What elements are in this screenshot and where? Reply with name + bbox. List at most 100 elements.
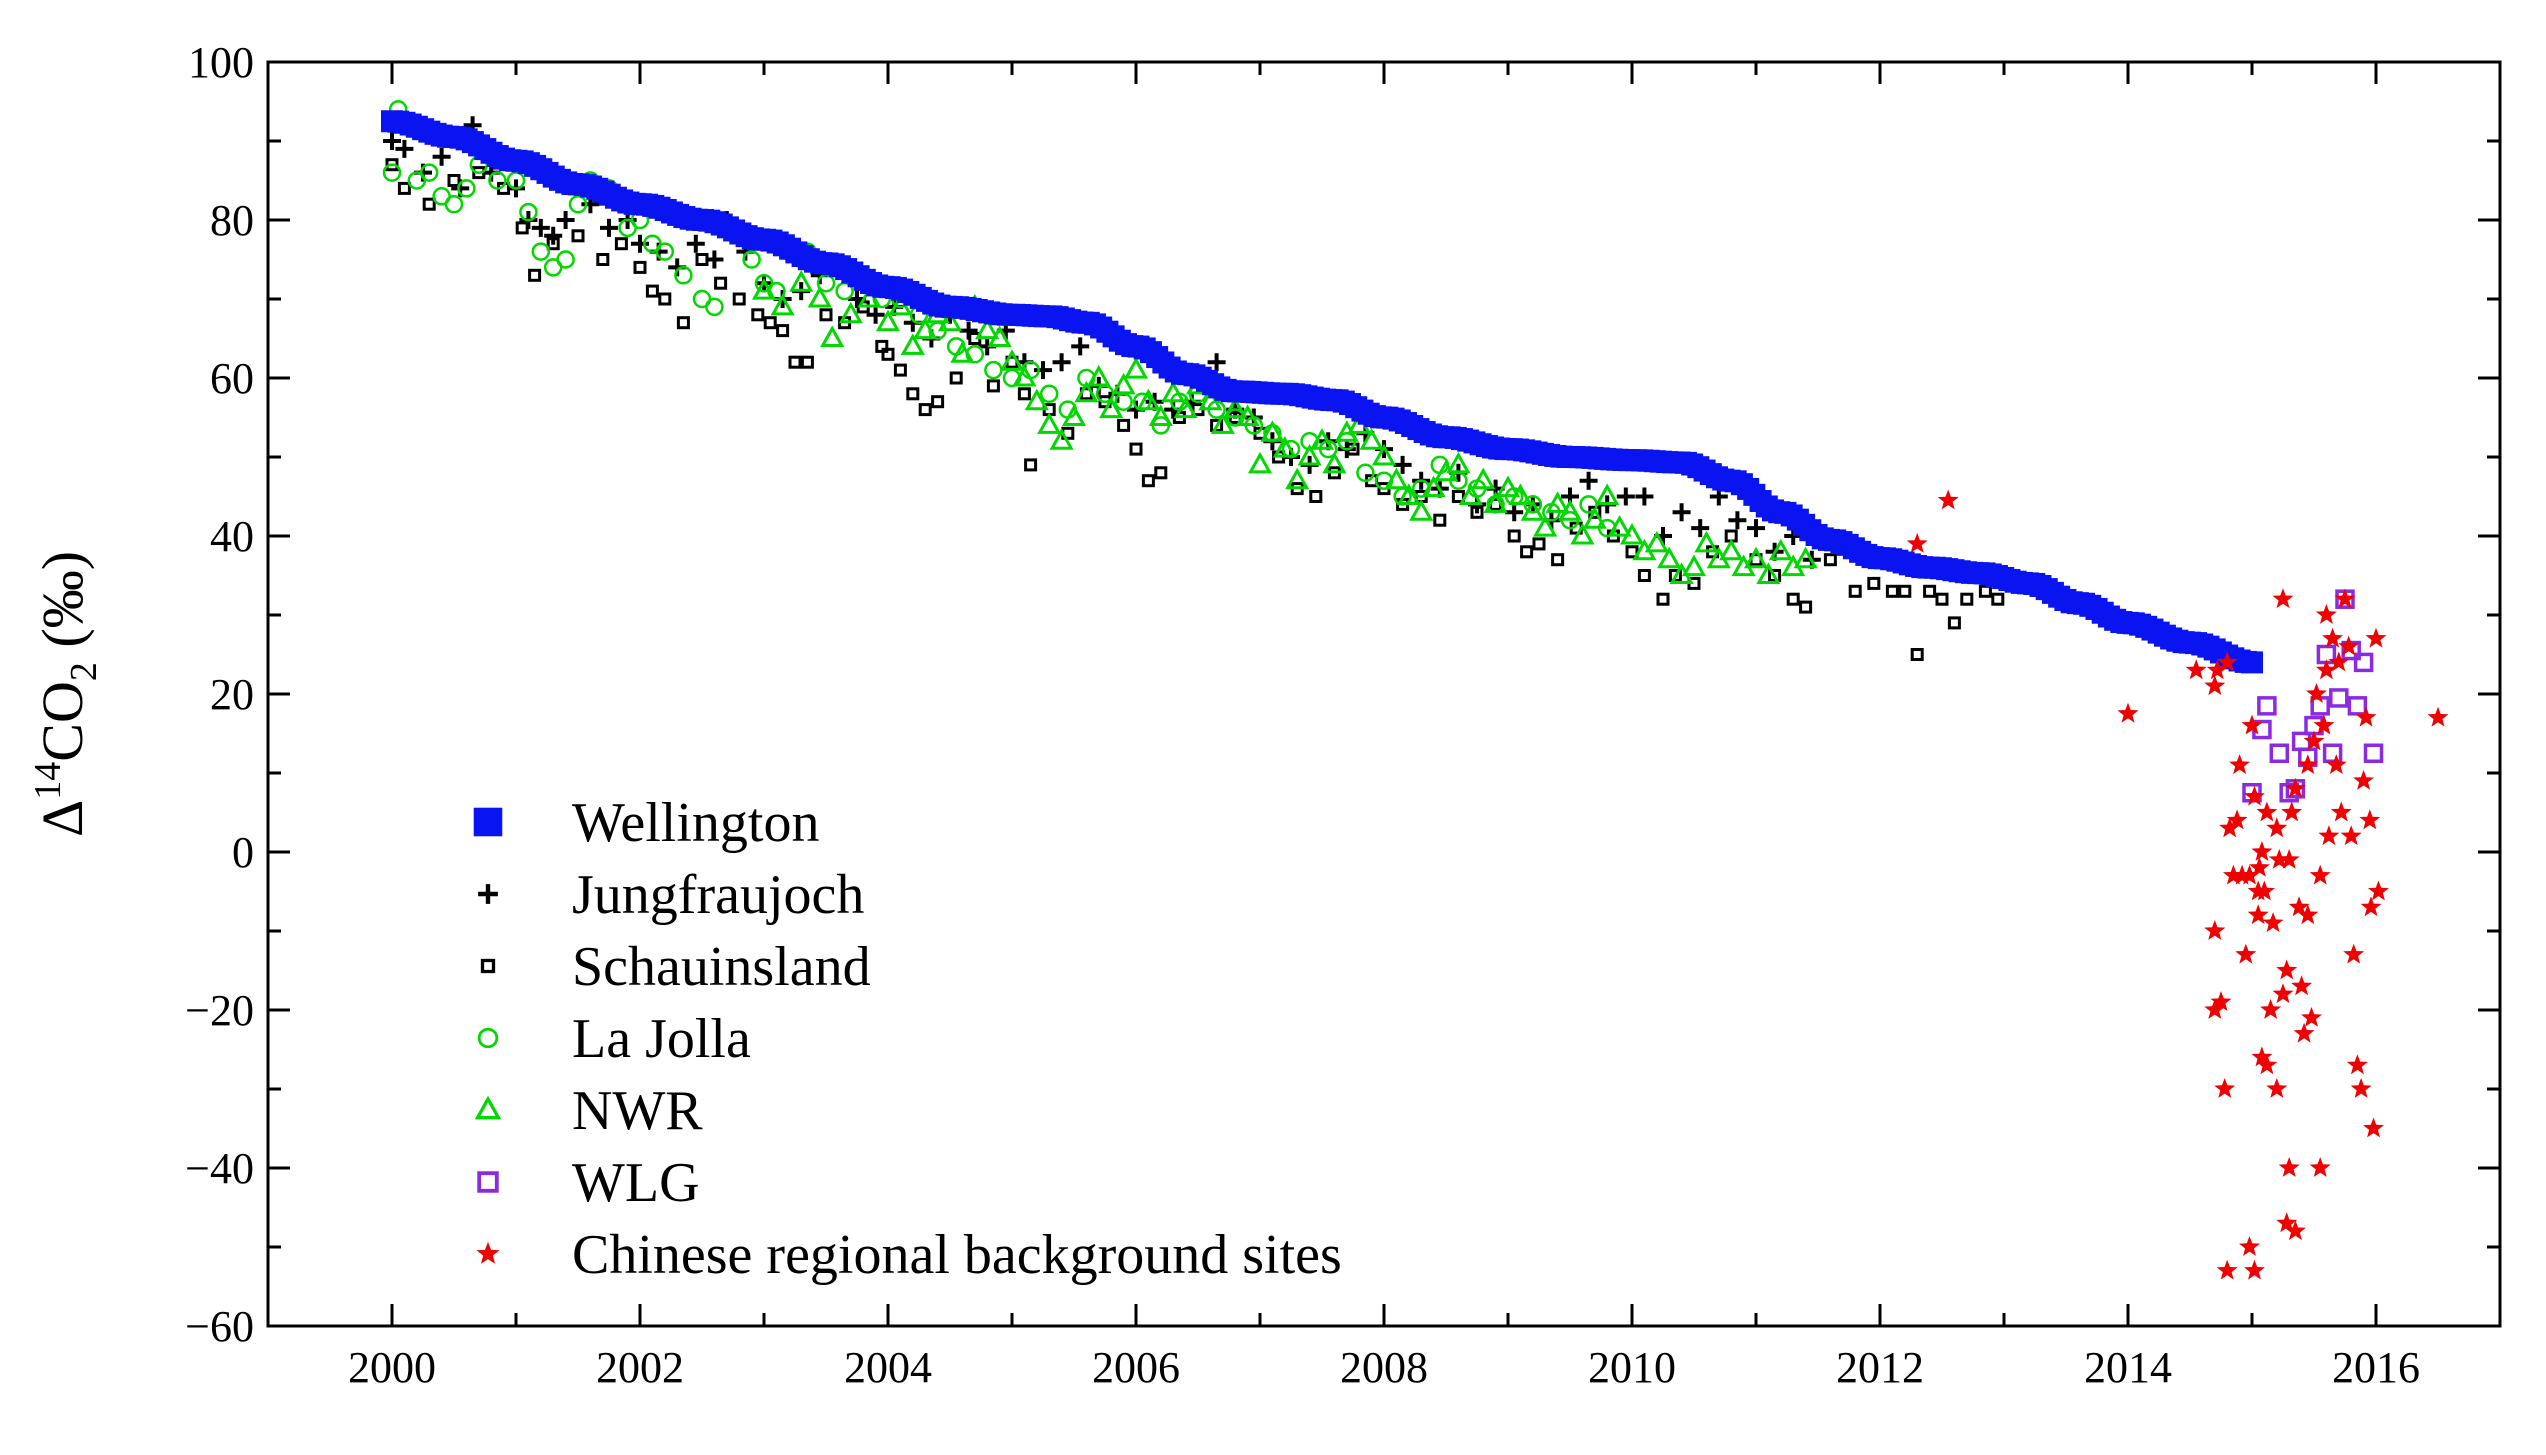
data-point: [2313, 714, 2335, 735]
data-point: [1446, 451, 1471, 474]
data-point: [1396, 483, 1421, 505]
x-tick-label: 2002: [596, 1343, 684, 1392]
data-point: [1625, 545, 1639, 559]
legend-marker: [473, 807, 503, 837]
data-point: [1129, 442, 1143, 456]
data-point: [2322, 627, 2344, 648]
data-point: [2322, 743, 2343, 763]
data-point: [2229, 754, 2251, 774]
data-point: [2251, 1046, 2273, 1067]
data-point: [2204, 920, 2226, 940]
y-axis-label-sup: 14: [27, 762, 69, 800]
data-point: [1086, 364, 1111, 387]
data-point: [788, 355, 802, 369]
data-point: [419, 163, 439, 182]
data-point: [1037, 412, 1062, 434]
data-point: [1672, 503, 1691, 522]
data-point: [1743, 546, 1769, 569]
data-point: [531, 242, 551, 261]
data-point: [866, 305, 885, 324]
data-point: [1223, 396, 1248, 419]
data-point: [2293, 1022, 2315, 1043]
series-chinese-regional-background-sites: [1906, 489, 2449, 1280]
data-point: [2266, 1078, 2288, 1098]
data-point: [2249, 856, 2270, 877]
data-point: [2276, 959, 2298, 980]
legend-label: Schauinsland: [572, 936, 871, 998]
legend-marker: [474, 1095, 502, 1120]
data-point: [2239, 1236, 2260, 1256]
data-point: [1247, 451, 1273, 474]
data-point: [900, 333, 925, 355]
data-point: [432, 147, 451, 166]
data-point: [2272, 983, 2294, 1004]
data-point: [1371, 443, 1397, 466]
data-point: [614, 237, 628, 251]
data-point: [1694, 530, 1719, 553]
data-point: [1799, 600, 1813, 614]
data-point: [1551, 553, 1565, 567]
data-point: [2266, 817, 2288, 838]
data-point: [1898, 584, 1912, 598]
data-point: [2204, 999, 2226, 1019]
data-point: [1154, 466, 1168, 480]
data-point: [1024, 458, 1038, 472]
data-point: [950, 341, 975, 363]
legend-marker: [477, 1171, 499, 1193]
data-point: [2260, 999, 2282, 1019]
data-point: [658, 292, 672, 306]
data-point: [2288, 896, 2310, 917]
data-point: [2284, 777, 2306, 798]
data-point: [1947, 616, 1961, 630]
data-point: [2315, 604, 2337, 624]
data-point: [1260, 420, 1285, 442]
data-point: [1691, 519, 1710, 538]
data-point: [1885, 584, 1899, 598]
data-point: [838, 301, 863, 324]
data-point: [2216, 651, 2238, 672]
data-point: [1545, 491, 1570, 513]
data-point: [2343, 943, 2365, 964]
data-point: [1017, 387, 1031, 401]
data-point: [1595, 483, 1620, 505]
data-point: [1210, 418, 1224, 432]
data-point: [2262, 912, 2284, 932]
data-point: [1074, 380, 1099, 403]
y-tick-label: −20: [185, 986, 254, 1035]
data-point: [2306, 683, 2327, 703]
data-point: [931, 395, 945, 409]
data-point: [1867, 576, 1881, 590]
y-tick-label: 80: [210, 196, 254, 245]
y-tick-label: 40: [210, 512, 254, 561]
data-point: [2346, 1054, 2368, 1075]
data-point: [596, 253, 610, 266]
data-point: [2269, 743, 2290, 763]
data-point: [2204, 675, 2226, 695]
data-point: [655, 242, 675, 261]
data-point: [2360, 896, 2382, 917]
data-point: [1117, 418, 1131, 432]
data-point: [2272, 588, 2294, 609]
data-point: [1937, 489, 1959, 510]
data-point: [2309, 864, 2331, 885]
data-point: [1657, 546, 1682, 569]
data-point: [2353, 652, 2374, 673]
legend-label: Wellington: [572, 792, 819, 854]
data-point: [1052, 353, 1071, 372]
data-point: [959, 321, 978, 340]
data-point: [1508, 483, 1533, 505]
data-point: [515, 221, 529, 235]
data-point: [2301, 1006, 2322, 1027]
data-point: [1012, 364, 1037, 387]
data-point: [1532, 537, 1546, 551]
data-point: [2363, 743, 2384, 763]
data-point: [1910, 648, 1924, 661]
x-tick-label: 2014: [2084, 1343, 2172, 1392]
data-point: [382, 163, 402, 182]
x-tick-label: 2016: [2332, 1343, 2420, 1392]
data-point: [556, 250, 575, 269]
data-point: [674, 266, 693, 285]
series-layer: [381, 100, 2449, 1280]
y-tick-label: 60: [210, 354, 254, 403]
data-point: [937, 309, 963, 332]
